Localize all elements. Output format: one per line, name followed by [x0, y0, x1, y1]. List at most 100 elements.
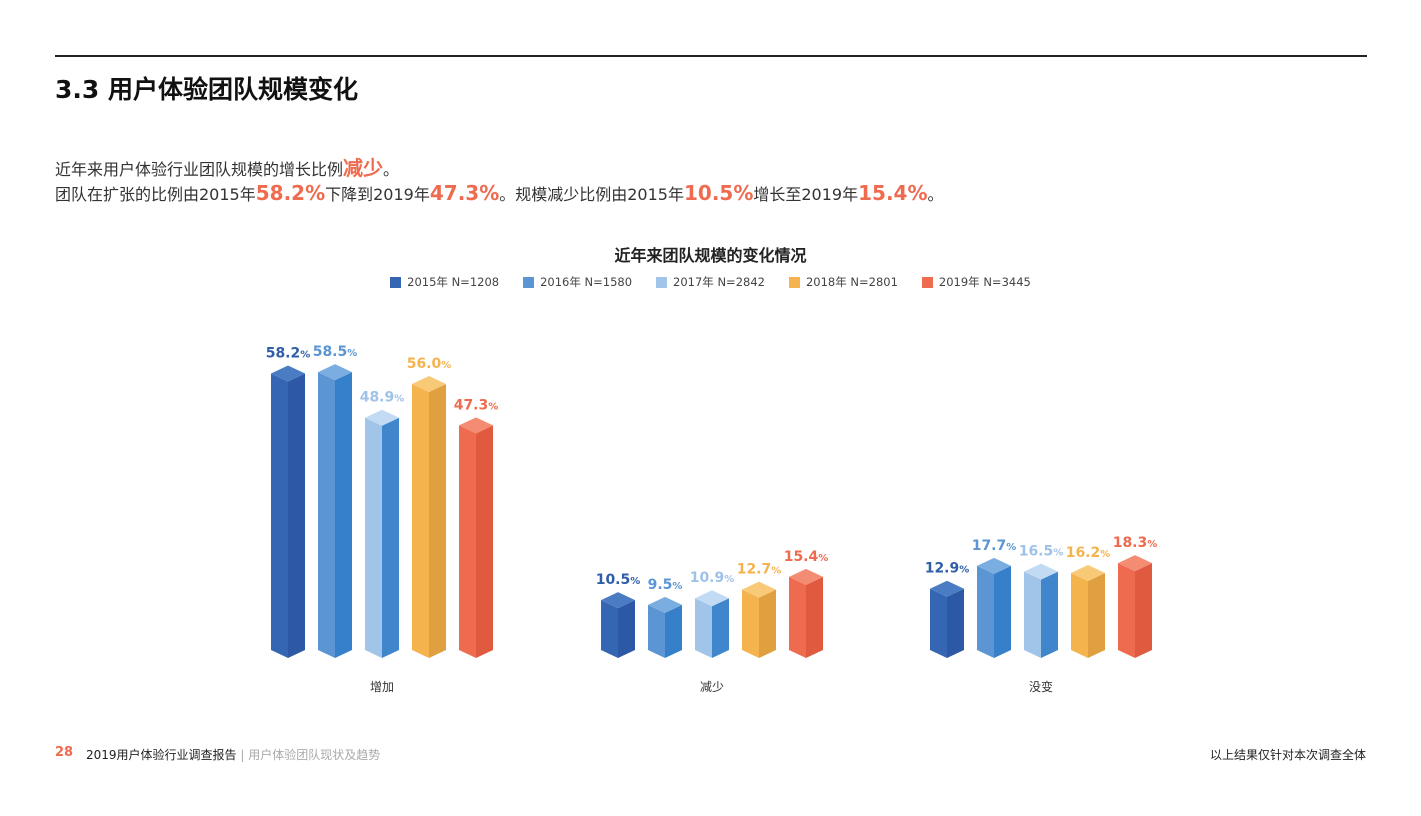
bar-top-face [742, 581, 776, 598]
legend-label: 2019年 N=3445 [938, 275, 1031, 289]
text: 近年来用户体验行业团队规模的增长比例 [55, 160, 344, 179]
bar-right-face [947, 588, 964, 658]
data-label: 48.9% [360, 390, 405, 406]
legend-item: 2018年 N=2801 [788, 274, 898, 290]
legend-swatch [656, 276, 668, 288]
category-label: 没变 [1029, 679, 1053, 694]
legend-label: 2017年 N=2842 [673, 275, 765, 289]
data-label: 10.9% [690, 570, 735, 586]
bar-right-face [429, 384, 446, 658]
highlight: 47.3% [429, 181, 500, 205]
chart-title: 近年来团队规模的变化情况 [614, 246, 807, 265]
bar-right-face [382, 417, 399, 658]
legend-swatch [788, 276, 800, 288]
top-rule [55, 55, 1367, 57]
bar-left-face [930, 588, 947, 658]
text: 团队在扩张的比例由2015年 [55, 185, 256, 204]
bar-left-face [977, 565, 994, 658]
bar-top-face [318, 364, 352, 381]
legend-item: 2016年 N=1580 [523, 274, 632, 290]
legend-item: 2017年 N=2842 [656, 274, 765, 290]
bar-right-face [476, 425, 493, 658]
intro-line-2: 团队在扩张的比例由2015年58.2%下降到2019年47.3%。规模减少比例由… [55, 181, 944, 205]
legend-swatch [523, 276, 535, 288]
bar-top-face [977, 557, 1011, 574]
bar-right-face [759, 589, 776, 658]
bar-top-face [789, 568, 823, 585]
text: 增长至2019年 [753, 185, 859, 204]
legend-label: 2016年 N=1580 [540, 275, 633, 289]
text: 下降到2019年 [325, 185, 430, 204]
bar-left-face [648, 604, 665, 658]
bar-right-face [335, 372, 352, 658]
bar-top-face [365, 409, 399, 426]
intro-line-1: 近年来用户体验行业团队规模的增长比例减少。 [55, 152, 399, 181]
report-title: 2019用户体验行业调查报告 [86, 748, 237, 762]
bar-right-face [994, 565, 1011, 658]
bar-top-face [459, 417, 493, 434]
category-label: 减少 [700, 680, 724, 694]
data-label: 17.7% [972, 538, 1017, 554]
bar-top-face [601, 592, 635, 609]
bar-left-face [459, 425, 476, 658]
highlight: 15.4% [858, 181, 928, 205]
section-title: 用户体验团队现状及趋势 [248, 748, 381, 762]
bar-right-face [618, 600, 635, 658]
data-label: 9.5% [648, 577, 683, 593]
data-label: 16.2% [1066, 545, 1111, 561]
legend: 2015年 N=1208 2016年 N=1580 2017年 N=2842 2018… [0, 274, 1421, 290]
bar-top-face [648, 596, 682, 613]
highlight: 减少 [343, 156, 384, 180]
highlight: 10.5% [683, 181, 754, 205]
bar-right-face [288, 373, 305, 658]
legend-item: 2015年 N=1208 [390, 274, 499, 290]
bar-top-face [412, 376, 446, 392]
data-label: 10.5% [596, 572, 641, 588]
bar-top-face [271, 365, 305, 382]
data-label: 12.7% [737, 562, 782, 578]
data-label: 16.5% [1019, 544, 1064, 560]
bar-top-face [695, 590, 729, 607]
bar-left-face [1024, 571, 1041, 658]
bar-left-face [695, 598, 712, 658]
bar-left-face [742, 589, 759, 658]
footer-report: 2019用户体验行业调查报告 | 用户体验团队现状及趋势 [86, 746, 380, 763]
separator: | [240, 748, 245, 762]
bar-right-face [1041, 571, 1058, 658]
data-label: 18.3% [1113, 535, 1158, 551]
legend-label: 2015年 N=1208 [407, 275, 500, 289]
legend-swatch [921, 276, 933, 288]
bar-left-face [318, 372, 335, 658]
footer-note: 以上结果仅针对本次调查全体 [1209, 748, 1366, 762]
text: 。规模减少比例由2015年 [499, 185, 684, 204]
page-title: 3.3 用户体验团队规模变化 [55, 75, 358, 104]
data-label: 58.2% [266, 346, 311, 362]
data-label: 47.3% [454, 397, 499, 413]
bar-right-face [806, 576, 823, 658]
bar-left-face [601, 600, 618, 658]
text: 。 [927, 185, 944, 204]
legend-label: 2018年 N=2801 [805, 275, 898, 289]
bar-left-face [412, 384, 429, 658]
bar-left-face [1118, 563, 1135, 658]
bar-left-face [271, 373, 288, 658]
bar-right-face [1135, 563, 1152, 658]
bar-left-face [365, 417, 382, 658]
bar-top-face [1118, 555, 1152, 572]
data-label: 12.9% [925, 561, 970, 577]
bar-right-face [1088, 573, 1105, 658]
bar-top-face [1071, 565, 1105, 582]
data-label: 58.5% [313, 344, 358, 360]
data-label: 56.0% [407, 356, 452, 372]
bar-top-face [1024, 563, 1058, 580]
bar-top-face [930, 580, 964, 597]
text: 。 [383, 160, 400, 179]
bar-right-face [712, 598, 729, 658]
legend-swatch [390, 276, 402, 288]
legend-item: 2019年 N=3445 [921, 274, 1031, 290]
bar-right-face [665, 604, 682, 658]
bar-left-face [789, 576, 806, 658]
highlight: 58.2% [255, 181, 326, 205]
bar-left-face [1071, 573, 1088, 658]
